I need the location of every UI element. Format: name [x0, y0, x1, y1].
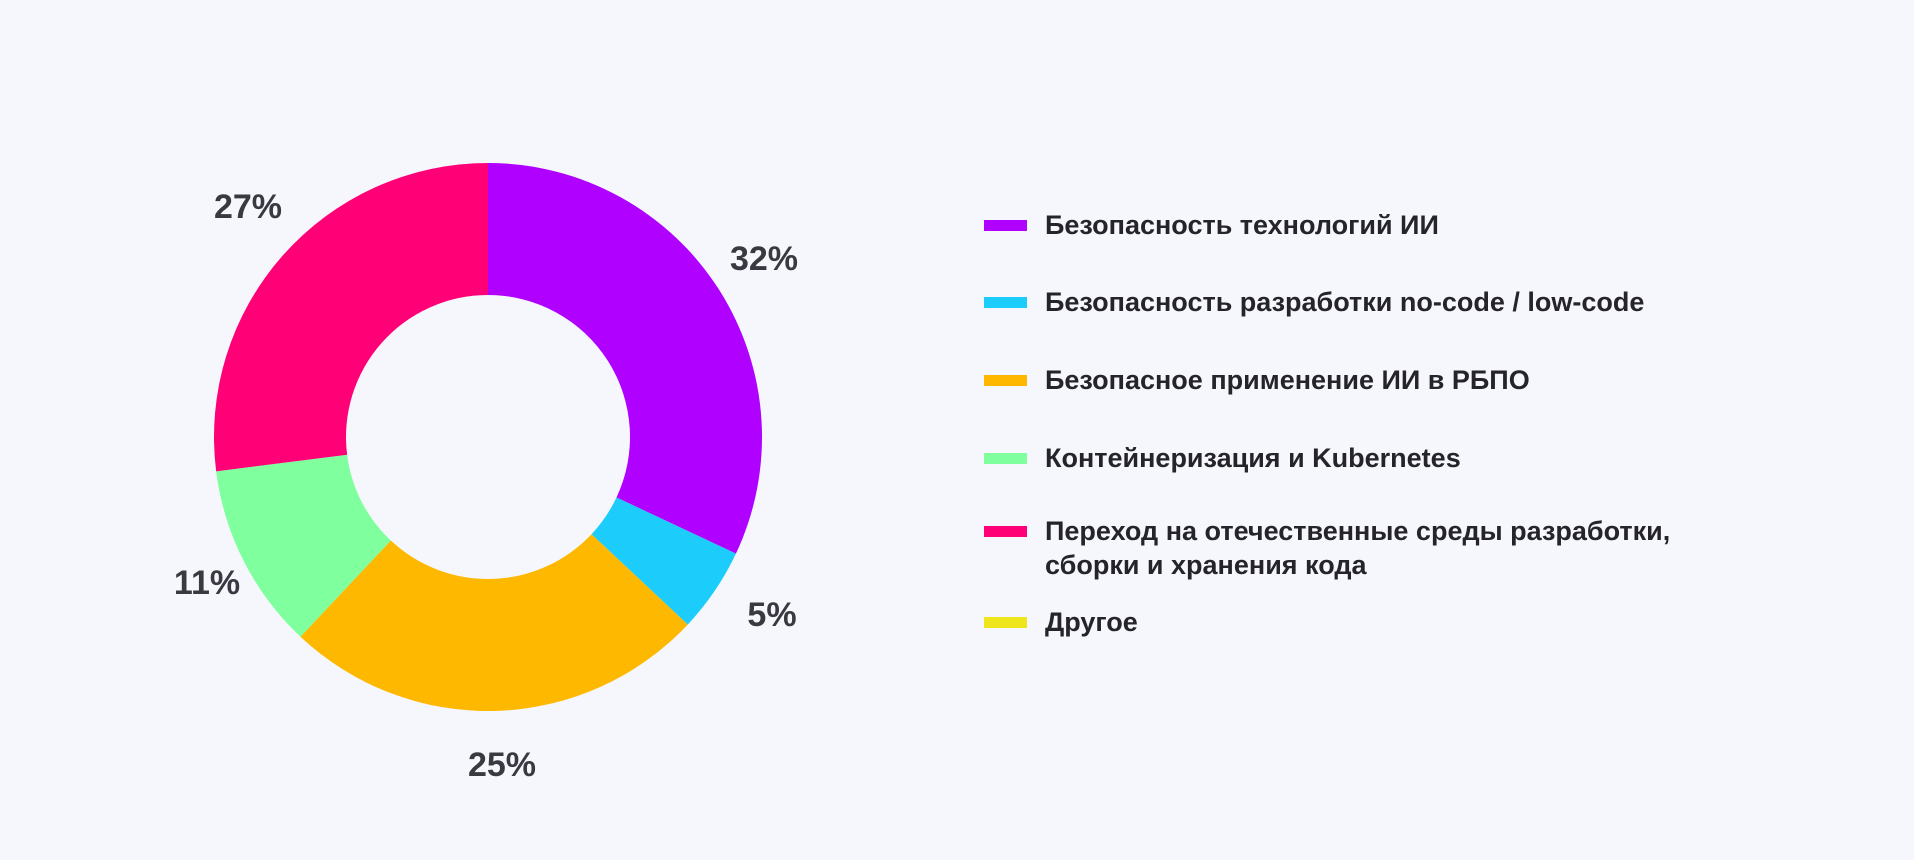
legend-label: Другое — [1045, 607, 1138, 637]
legend-label: Безопасное применение ИИ в РБПО — [1045, 365, 1530, 395]
legend-swatch — [984, 220, 1027, 231]
legend-swatch — [984, 375, 1027, 386]
value-label-1: 32% — [730, 240, 798, 278]
donut-slice-4 — [216, 454, 391, 637]
value-label-4: 11% — [174, 564, 240, 602]
legend-swatch — [984, 617, 1027, 628]
donut-slice-5 — [214, 163, 488, 472]
legend-item-6: Другое — [984, 605, 1138, 639]
slices-group — [214, 163, 762, 712]
donut-slice-1 — [488, 163, 762, 554]
donut-slice-3 — [300, 534, 688, 712]
legend-swatch — [984, 453, 1027, 464]
legend-item-3: Безопасное применение ИИ в РБПО — [984, 363, 1530, 397]
donut-slice-2 — [591, 497, 736, 625]
legend-item-1: Безопасность технологий ИИ — [984, 208, 1439, 242]
legend-label: Переход на отечественные среды разработк… — [1045, 516, 1671, 580]
legend-item-4: Контейнеризация и Kubernetes — [984, 441, 1461, 475]
value-labels-group: 32% 5% 25% 11% 27% — [174, 188, 798, 784]
legend-item-2: Безопасность разработки no-code / low-co… — [984, 285, 1644, 319]
value-label-2: 5% — [747, 596, 796, 634]
value-label-5: 27% — [214, 188, 282, 226]
legend-swatch — [984, 297, 1027, 308]
legend-label: Безопасность технологий ИИ — [1045, 210, 1439, 240]
legend-item-5: Переход на отечественные среды разработк… — [984, 514, 1670, 582]
value-label-3: 25% — [468, 746, 536, 784]
legend-label: Контейнеризация и Kubernetes — [1045, 443, 1461, 473]
legend-swatch — [984, 526, 1027, 537]
legend-label: Безопасность разработки no-code / low-co… — [1045, 287, 1645, 317]
